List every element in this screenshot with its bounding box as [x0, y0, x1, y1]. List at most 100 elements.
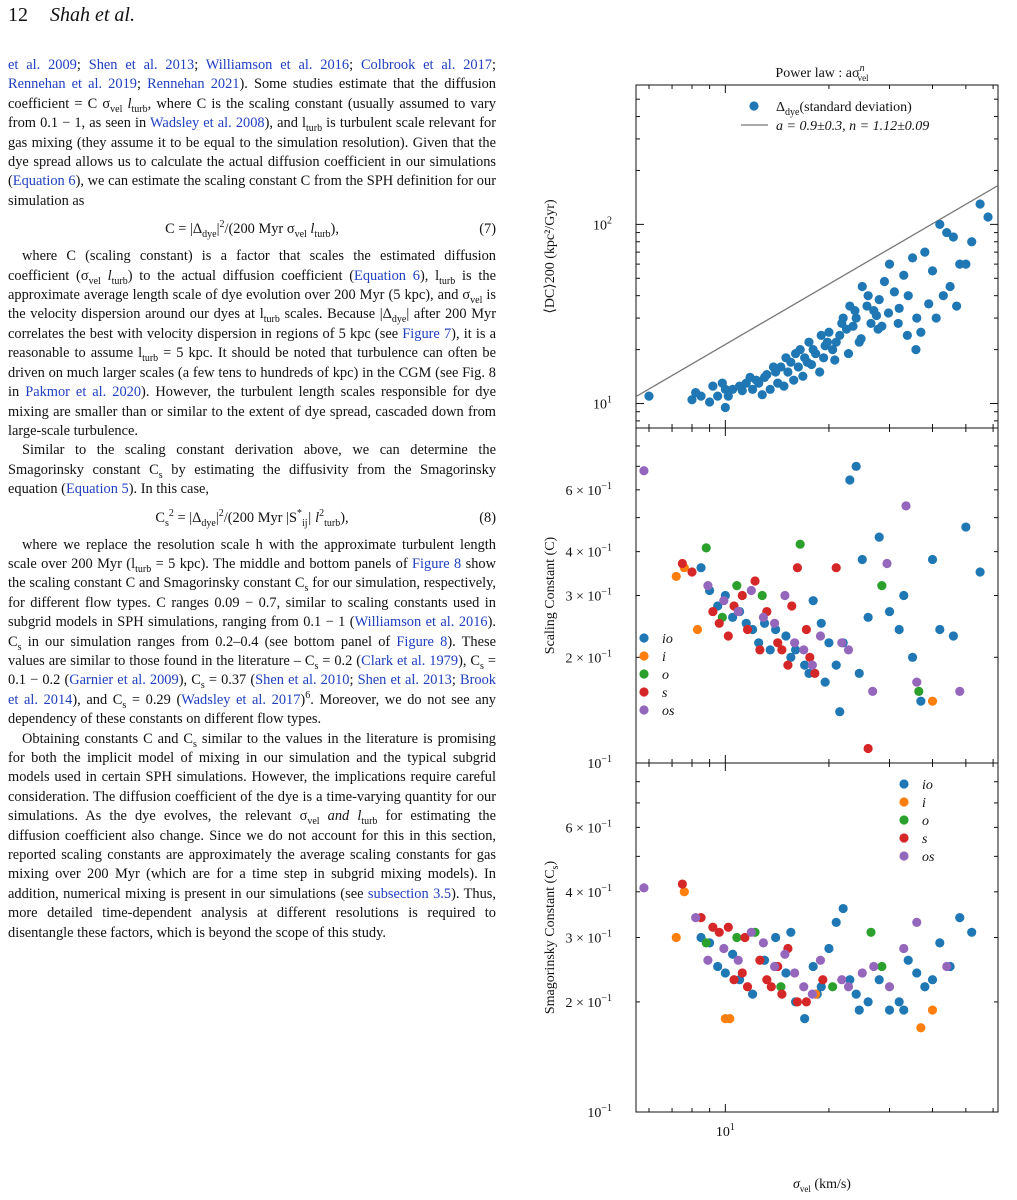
data-point-i — [671, 571, 681, 582]
section-link[interactable]: subsection 3.5 — [367, 885, 452, 902]
data-point-os — [955, 686, 965, 696]
citation-link[interactable]: Shen et al. 2010 — [255, 672, 350, 689]
data-point — [911, 344, 921, 355]
data-point — [912, 313, 922, 323]
data-point-s — [801, 624, 811, 635]
data-point-io — [713, 961, 723, 972]
data-point-s — [742, 982, 753, 992]
citation-link[interactable]: Colbrook et al. 2017 — [360, 57, 492, 73]
data-point — [894, 303, 904, 313]
citation-link[interactable]: Williamson et al. 2016 — [354, 614, 488, 631]
citation-link[interactable]: Clark et al. 1979 — [361, 652, 459, 669]
data-point — [857, 281, 867, 292]
y-tick-label: 6 × 10−1 — [565, 481, 612, 499]
data-point-s — [750, 576, 760, 586]
citation-link[interactable]: Rennehan 2021 — [147, 76, 240, 93]
data-point-os — [837, 638, 847, 648]
citation-link[interactable]: Pakmor et al. 2020 — [25, 384, 142, 401]
data-point-io — [816, 982, 826, 992]
data-point — [879, 276, 890, 287]
equation-link[interactable]: Equation 6 — [354, 267, 420, 284]
figure-link[interactable]: Figure 8 — [412, 555, 462, 572]
data-point-os — [815, 631, 826, 641]
paragraph-4: where we replace the resolution scale h … — [8, 536, 497, 728]
data-point — [863, 291, 873, 301]
plot-frame — [635, 762, 999, 1113]
y-tick-label: 4 × 10−1 — [565, 883, 612, 901]
data-point-os — [799, 982, 809, 992]
data-point — [830, 355, 840, 365]
legend-marker — [899, 797, 909, 807]
data-point — [783, 367, 793, 377]
data-point-os — [790, 968, 800, 978]
citation-link[interactable]: Brook et al. 2014 — [8, 672, 496, 708]
data-point-s — [708, 922, 718, 932]
data-point — [687, 395, 697, 405]
data-point-os — [746, 927, 756, 937]
legend-marker — [899, 779, 909, 789]
data-point-s — [766, 982, 776, 992]
citation-link[interactable]: Wadsley et al. 2008 — [150, 115, 265, 132]
citation-link[interactable]: Garnier et al. 2009 — [69, 672, 179, 689]
data-point-os — [758, 612, 768, 622]
data-point — [793, 362, 803, 372]
figure-canvas: Power law : aσn vel 101 102 ⟨DC⟩200 (kpc²/G… — [543, 63, 999, 1194]
equation-7: C = |Δdye|2/(200 Myr σvel lturb), (7) — [8, 217, 496, 241]
data-point-o — [732, 581, 742, 591]
data-point — [816, 330, 826, 341]
data-point — [720, 402, 730, 413]
data-point — [717, 378, 727, 388]
data-point-io — [820, 677, 830, 687]
data-point — [889, 287, 900, 297]
data-point-io — [800, 660, 810, 670]
citation-link[interactable]: Shen et al. 2013 — [357, 672, 452, 689]
data-point-s — [801, 997, 811, 1007]
citation-link[interactable]: Williamson et al. 2016 — [205, 57, 350, 73]
data-point — [856, 334, 866, 344]
legend-marker — [639, 705, 649, 715]
figure-link[interactable]: Figure 7 — [402, 325, 452, 342]
data-point — [815, 367, 825, 377]
data-point-o — [701, 938, 711, 948]
equation-link[interactable]: Equation 5 — [65, 481, 129, 498]
data-point — [874, 295, 884, 305]
data-point-io — [781, 968, 791, 978]
data-point-io — [920, 982, 930, 992]
data-point — [948, 232, 958, 242]
citation-link[interactable]: Shen et al. 2013 — [88, 57, 195, 73]
citation-link[interactable]: Wadsley et al. 2017 — [181, 691, 301, 708]
data-point-os — [843, 645, 854, 655]
data-point-s — [773, 638, 783, 648]
data-point — [786, 357, 796, 367]
citation-link[interactable]: Rennehan et al. 2019 — [8, 76, 137, 93]
data-point-io — [948, 631, 958, 641]
data-point-io — [894, 997, 904, 1007]
figure-link[interactable]: Figure 8 — [396, 633, 448, 650]
data-point-s — [740, 932, 750, 943]
data-point-i — [916, 1023, 926, 1033]
data-point-os — [639, 883, 649, 893]
data-point-os — [733, 955, 743, 965]
data-point — [983, 212, 993, 222]
data-point-io — [912, 968, 922, 978]
data-point-io — [851, 461, 861, 471]
data-point-i — [692, 624, 703, 635]
citation-link[interactable]: et al. 2009 — [8, 57, 77, 73]
data-point-io — [754, 638, 764, 648]
data-point-os — [719, 596, 729, 606]
data-point — [938, 291, 948, 301]
y-tick-label: 4 × 10−1 — [565, 543, 612, 561]
y-axis-label: Scaling Constant (C) — [543, 536, 558, 654]
data-point-os — [899, 943, 909, 954]
equation-link[interactable]: Equation 6 — [12, 173, 76, 190]
data-point-s — [677, 558, 687, 569]
legend-label: io — [922, 778, 933, 793]
paragraph-5: Obtaining constants C and Cs similar to … — [8, 730, 497, 941]
data-point-i — [927, 1005, 938, 1015]
data-point-io — [831, 660, 841, 670]
data-point-io — [720, 968, 730, 978]
legend-marker — [639, 651, 649, 661]
data-point — [843, 348, 854, 359]
y-tick-label: 10−1 — [587, 754, 612, 772]
data-point — [850, 306, 860, 316]
